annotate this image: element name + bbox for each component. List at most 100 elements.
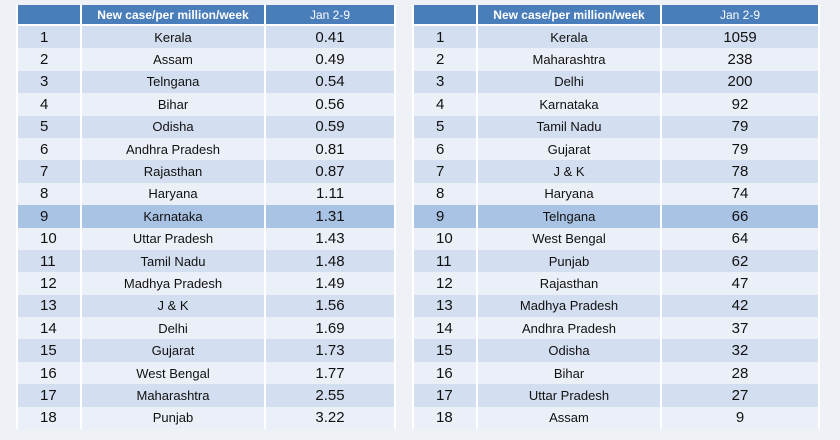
table-row: 12 Madhya Pradesh 1.49 xyxy=(18,272,394,295)
rank-cell: 16 xyxy=(18,361,80,385)
rank-cell: 3 xyxy=(18,70,80,94)
table-header-row: New case/per million/week Jan 2-9 xyxy=(18,5,394,26)
value-cell: 1059 xyxy=(662,26,818,49)
rank-cell: 14 xyxy=(414,317,476,340)
table-row: 9 Karnataka 1.31 xyxy=(18,205,394,228)
value-cell: 47 xyxy=(662,272,818,295)
value-cell: 62 xyxy=(662,249,818,273)
value-cell: 79 xyxy=(662,137,818,161)
table-row: 11 Punjab 62 xyxy=(414,249,818,273)
rank-header xyxy=(414,5,476,26)
state-cell: Uttar Pradesh xyxy=(82,227,264,250)
rank-cell: 15 xyxy=(18,339,80,362)
table-row: 10 West Bengal 64 xyxy=(414,227,818,250)
value-cell: 27 xyxy=(662,384,818,407)
state-cell: Gujarat xyxy=(82,339,264,362)
state-cell: Karnataka xyxy=(478,93,660,116)
table-row: 3 Delhi 200 xyxy=(414,70,818,94)
value-cell: 0.41 xyxy=(266,26,394,49)
rank-cell: 11 xyxy=(18,249,80,273)
rank-cell: 7 xyxy=(414,160,476,183)
state-cell: Andhra Pradesh xyxy=(82,137,264,161)
rank-cell: 1 xyxy=(18,26,80,49)
table-row: 14 Andhra Pradesh 37 xyxy=(414,317,818,340)
value-cell: 42 xyxy=(662,294,818,318)
value-cell: 28 xyxy=(662,361,818,385)
state-cell: Telngana xyxy=(82,70,264,94)
table-row: 6 Andhra Pradesh 0.81 xyxy=(18,137,394,161)
value-cell: 0.59 xyxy=(266,115,394,138)
value-cell: 1.77 xyxy=(266,361,394,385)
table-row: 7 Rajasthan 0.87 xyxy=(18,160,394,183)
value-cell: 0.87 xyxy=(266,160,394,183)
rank-cell: 6 xyxy=(414,137,476,161)
value-cell: 200 xyxy=(662,70,818,94)
rank-cell: 5 xyxy=(414,115,476,138)
value-cell: 238 xyxy=(662,48,818,71)
rank-cell: 4 xyxy=(18,93,80,116)
rank-cell: 11 xyxy=(414,249,476,273)
state-cell: Delhi xyxy=(82,317,264,340)
value-cell: 66 xyxy=(662,205,818,228)
table-row: 18 Assam 9 xyxy=(414,406,818,430)
table-row: 10 Uttar Pradesh 1.43 xyxy=(18,227,394,250)
table-row: 12 Rajasthan 47 xyxy=(414,272,818,295)
state-cell: J & K xyxy=(82,294,264,318)
table-row: 16 Bihar 28 xyxy=(414,361,818,385)
table-row: 1 Kerala 0.41 xyxy=(18,26,394,49)
metric-header: New case/per million/week xyxy=(82,5,264,26)
table-row: 15 Gujarat 1.73 xyxy=(18,339,394,362)
state-cell: Delhi xyxy=(478,70,660,94)
rank-cell: 1 xyxy=(414,26,476,49)
value-cell: 9 xyxy=(662,406,818,430)
rank-cell: 18 xyxy=(414,406,476,430)
table-row: 3 Telngana 0.54 xyxy=(18,70,394,94)
left-ranking-table: New case/per million/week Jan 2-9 1 Keral… xyxy=(16,5,396,430)
rank-cell: 17 xyxy=(18,384,80,407)
value-cell: 1.73 xyxy=(266,339,394,362)
rank-header xyxy=(18,5,80,26)
rank-cell: 5 xyxy=(18,115,80,138)
table-row: 2 Assam 0.49 xyxy=(18,48,394,71)
state-cell: West Bengal xyxy=(478,227,660,250)
table-row: 1 Kerala 1059 xyxy=(414,26,818,49)
state-cell: Assam xyxy=(82,48,264,71)
rank-cell: 16 xyxy=(414,361,476,385)
rank-cell: 13 xyxy=(414,294,476,318)
value-cell: 78 xyxy=(662,160,818,183)
table-row: 16 West Bengal 1.77 xyxy=(18,361,394,385)
value-cell: 92 xyxy=(662,93,818,116)
metric-header: New case/per million/week xyxy=(478,5,660,26)
state-cell: Andhra Pradesh xyxy=(478,317,660,340)
value-cell: 1.31 xyxy=(266,205,394,228)
state-cell: Madhya Pradesh xyxy=(478,294,660,318)
right-table-body: 1 Kerala 1059 2 Maharashtra 238 3 Delhi 200 4 Karn… xyxy=(414,26,818,430)
rank-cell: 12 xyxy=(414,272,476,295)
state-cell: Uttar Pradesh xyxy=(478,384,660,407)
state-cell: Telngana xyxy=(478,205,660,228)
rank-cell: 15 xyxy=(414,339,476,362)
state-cell: Haryana xyxy=(478,182,660,206)
rank-cell: 2 xyxy=(414,48,476,71)
left-table-panel: New case/per million/week Jan 2-9 1 Keral… xyxy=(16,5,396,430)
state-cell: Tamil Nadu xyxy=(82,249,264,273)
left-table-body: 1 Kerala 0.41 2 Assam 0.49 3 Telngana 0.54 4 Bihar… xyxy=(18,26,394,430)
table-row: 8 Haryana 1.11 xyxy=(18,182,394,206)
rank-cell: 3 xyxy=(414,70,476,94)
period-header: Jan 2-9 xyxy=(266,5,394,26)
state-cell: Tamil Nadu xyxy=(478,115,660,138)
table-row: 5 Odisha 0.59 xyxy=(18,115,394,138)
state-cell: Odisha xyxy=(82,115,264,138)
state-cell: Haryana xyxy=(82,182,264,206)
state-cell: Odisha xyxy=(478,339,660,362)
value-cell: 1.43 xyxy=(266,227,394,250)
table-header-row: New case/per million/week Jan 2-9 xyxy=(414,5,818,26)
rank-cell: 10 xyxy=(414,227,476,250)
value-cell: 74 xyxy=(662,182,818,206)
value-cell: 3.22 xyxy=(266,406,394,430)
table-row: 11 Tamil Nadu 1.48 xyxy=(18,249,394,273)
table-row: 17 Uttar Pradesh 27 xyxy=(414,384,818,407)
rank-cell: 8 xyxy=(18,182,80,206)
rank-cell: 8 xyxy=(414,182,476,206)
